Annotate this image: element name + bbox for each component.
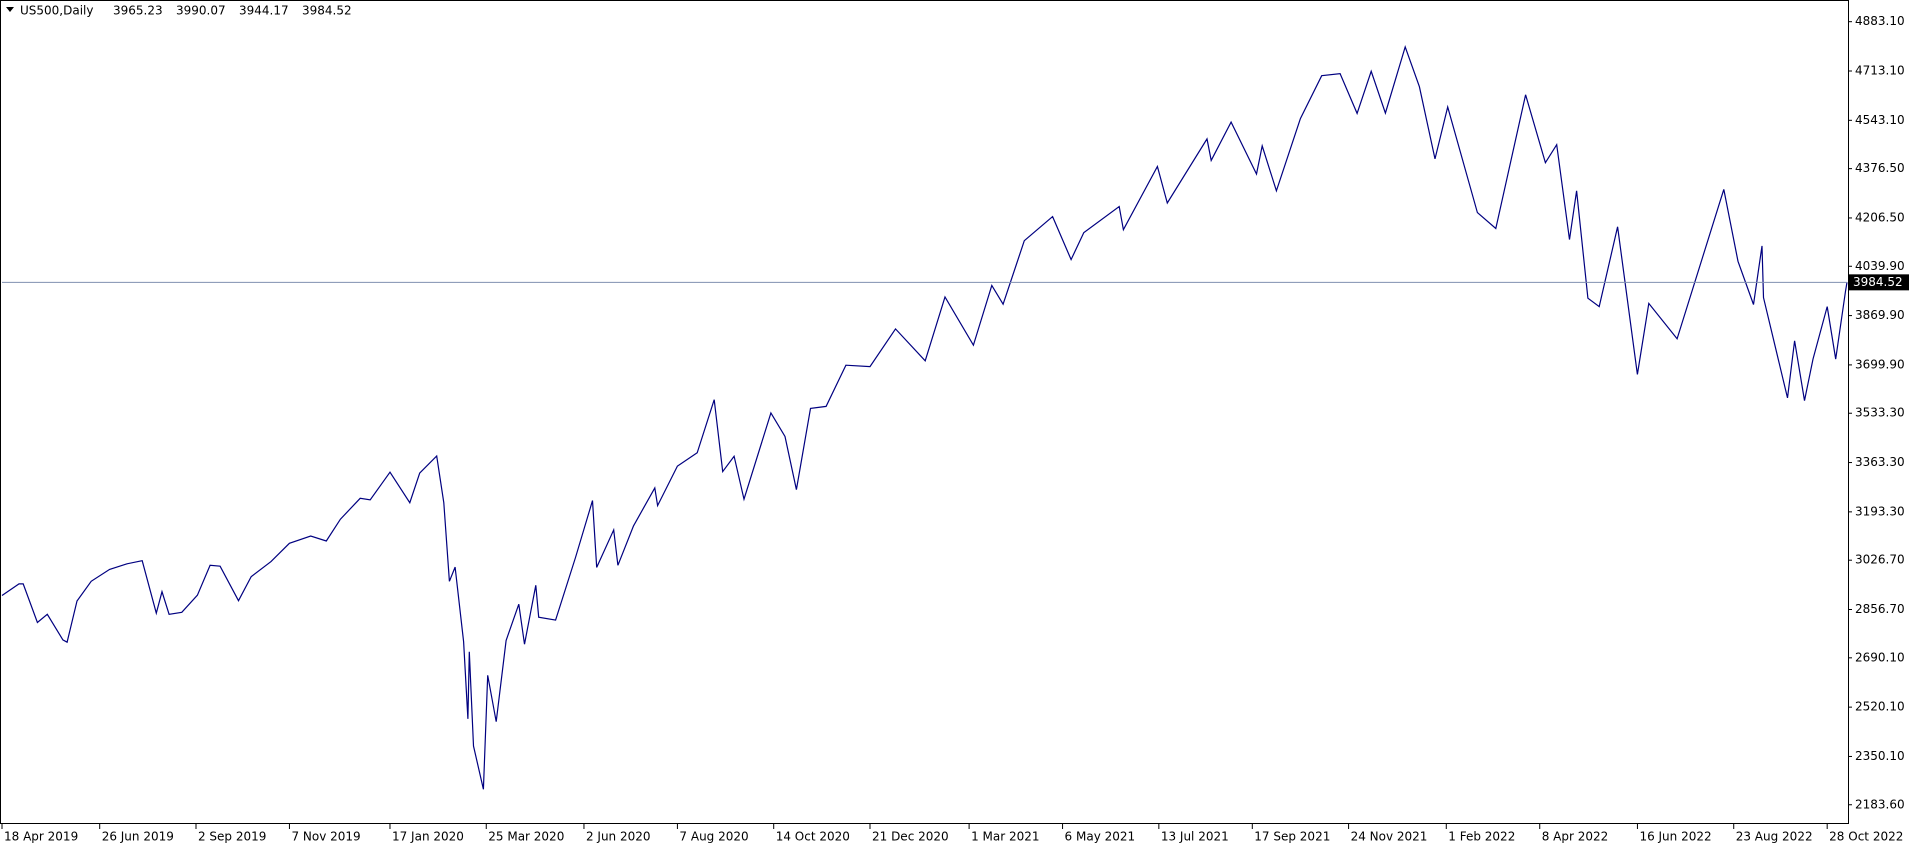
y-tick-label: 3869.90 — [1855, 308, 1905, 322]
symbol: US500,Daily — [20, 4, 93, 18]
header: US500,Daily 3965.23 3990.07 3944.17 3984… — [20, 4, 352, 18]
x-tick-label: 2 Sep 2019 — [198, 830, 266, 844]
x-tick-label: 6 May 2021 — [1065, 830, 1136, 844]
y-tick-label: 4039.90 — [1855, 259, 1905, 273]
y-tick-label: 2350.10 — [1855, 749, 1905, 763]
y-tick-label: 3699.90 — [1855, 357, 1905, 371]
y-tick-label: 2690.10 — [1855, 650, 1905, 664]
y-tick-label: 3363.30 — [1855, 455, 1905, 469]
y-tick-label: 3193.30 — [1855, 504, 1905, 518]
x-tick-label: 16 Jun 2022 — [1639, 830, 1711, 844]
last-price-box — [1849, 274, 1909, 291]
x-tick-label: 18 Apr 2019 — [4, 830, 78, 844]
y-tick-label: 4543.10 — [1855, 113, 1905, 127]
menu-arrow[interactable] — [6, 7, 14, 12]
y-tick-label: 4206.50 — [1855, 210, 1905, 224]
x-tick-label: 1 Feb 2022 — [1448, 830, 1515, 844]
y-tick-label: 4376.50 — [1855, 161, 1905, 175]
y-tick-label: 2520.10 — [1855, 700, 1905, 714]
x-tick-label: 13 Jul 2021 — [1161, 830, 1229, 844]
x-tick-label: 17 Jan 2020 — [392, 830, 464, 844]
high: 3990.07 — [176, 4, 226, 18]
x-tick-label: 8 Apr 2022 — [1542, 830, 1609, 844]
x-tick-label: 14 Oct 2020 — [776, 830, 850, 844]
open: 3965.23 — [113, 4, 163, 18]
low: 3944.17 — [239, 4, 289, 18]
x-tick-label: 23 Aug 2022 — [1736, 830, 1813, 844]
y-tick-label: 3026.70 — [1855, 553, 1905, 567]
y-tick-label: 2183.60 — [1855, 797, 1905, 811]
y-tick-label: 4883.10 — [1855, 14, 1905, 28]
y-tick-label: 4713.10 — [1855, 63, 1905, 77]
x-tick-label: 24 Nov 2021 — [1351, 830, 1428, 844]
close: 3984.52 — [302, 4, 352, 18]
x-tick-label: 7 Nov 2019 — [291, 830, 360, 844]
x-tick-label: 7 Aug 2020 — [679, 830, 748, 844]
price-line — [1, 44, 1848, 790]
x-tick-label: 25 Mar 2020 — [488, 830, 564, 844]
y-tick-label: 3533.30 — [1855, 406, 1905, 420]
x-tick-label: 21 Dec 2020 — [872, 830, 949, 844]
x-tick-label: 26 Jun 2019 — [102, 830, 174, 844]
x-tick-label: 28 Oct 2022 — [1829, 830, 1903, 844]
plot-frame — [0, 0, 1849, 824]
x-tick-label: 2 Jun 2020 — [586, 830, 651, 844]
y-tick-label: 2856.70 — [1855, 602, 1905, 616]
x-tick-label: 17 Sep 2021 — [1254, 830, 1330, 844]
last-price-label: 3984.52 — [1853, 275, 1903, 289]
x-tick-label: 1 Mar 2021 — [971, 830, 1039, 844]
